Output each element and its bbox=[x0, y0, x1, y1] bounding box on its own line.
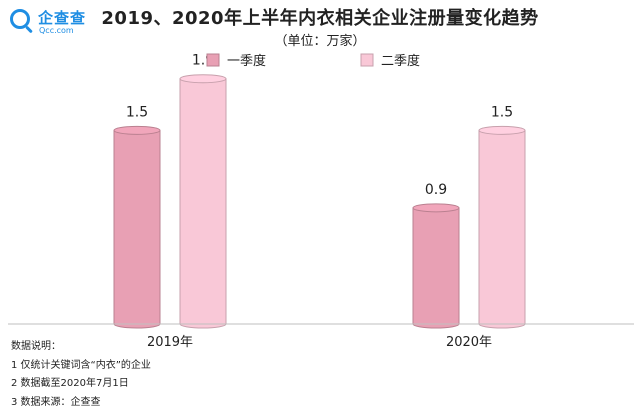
logo-name: 企查查 bbox=[38, 9, 87, 27]
bar-top bbox=[478, 125, 526, 135]
bar bbox=[179, 78, 227, 329]
note-item: 1 仅统计关键词含“内衣”的企业 bbox=[11, 359, 151, 371]
qcc-logo: 企查查 Qcc.com bbox=[8, 4, 128, 38]
legend-swatch bbox=[206, 53, 220, 67]
legend-label: 一季度 bbox=[227, 53, 266, 69]
chart-title: 2019、2020年上半年内衣相关企业注册量变化趋势 bbox=[101, 8, 539, 29]
legend-swatch bbox=[360, 53, 374, 67]
bar-top bbox=[113, 125, 161, 135]
bar bbox=[113, 129, 161, 329]
bar-top bbox=[179, 74, 227, 84]
logo-domain: Qcc.com bbox=[39, 26, 74, 35]
note-item: 2 数据截至2020年7月1日 bbox=[11, 378, 129, 389]
bar bbox=[478, 129, 526, 329]
data-label: 1.5 bbox=[126, 104, 148, 120]
bar bbox=[412, 207, 460, 329]
data-notes: 数据说明： 1 仅统计关键词含“内衣”的企业 2 数据截至2020年7月1日 3… bbox=[11, 338, 151, 412]
x-tick-label: 2019年 bbox=[147, 335, 193, 350]
legend-label: 二季度 bbox=[381, 53, 420, 69]
chart-subtitle: （单位：万家） bbox=[274, 34, 366, 49]
notes-heading: 数据说明： bbox=[11, 341, 61, 352]
data-label: 1.5 bbox=[491, 104, 513, 120]
x-tick-label: 2020年 bbox=[446, 335, 492, 350]
data-label: 0.9 bbox=[425, 182, 447, 198]
magnifier-logo-icon bbox=[10, 9, 30, 29]
bar-top bbox=[412, 203, 460, 213]
note-item: 3 数据来源：企查查 bbox=[11, 396, 101, 408]
